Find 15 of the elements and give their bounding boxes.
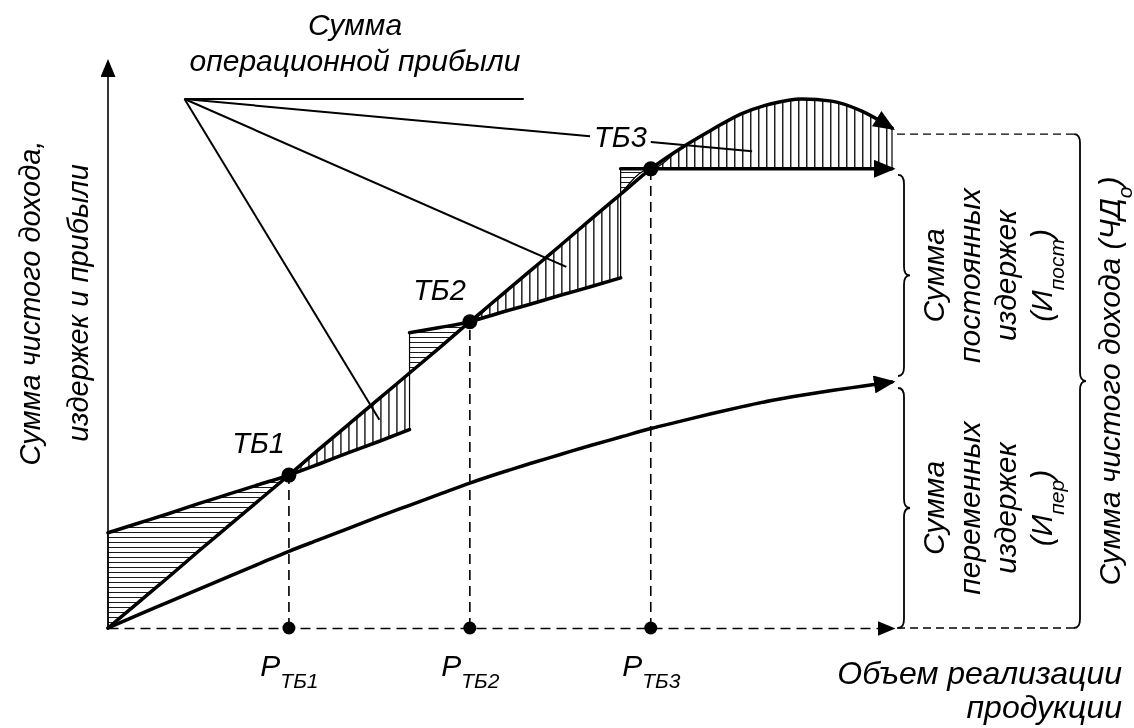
point: [463, 621, 477, 635]
annotation: ТБ1: [232, 427, 285, 460]
x-axis-title: Объем реализации продукции: [837, 655, 1123, 725]
x-tick-label: P$_{ТБ3}$: [622, 649, 681, 692]
point: [462, 314, 478, 330]
annotation: ТБ3: [594, 120, 647, 153]
x-tick-label: P$_{ТБ1}$: [260, 649, 319, 692]
x-tick-label: P$_{ТБ2}$: [441, 649, 500, 692]
point: [282, 621, 296, 635]
annotation: ТБ2: [413, 273, 466, 306]
point: [643, 161, 659, 177]
point: [281, 467, 297, 483]
text: Сумма операционной прибыли: [189, 8, 521, 77]
point: [644, 621, 658, 635]
y-axis-title: Сумма чистого дохода, издержек и прибыли: [14, 140, 94, 466]
